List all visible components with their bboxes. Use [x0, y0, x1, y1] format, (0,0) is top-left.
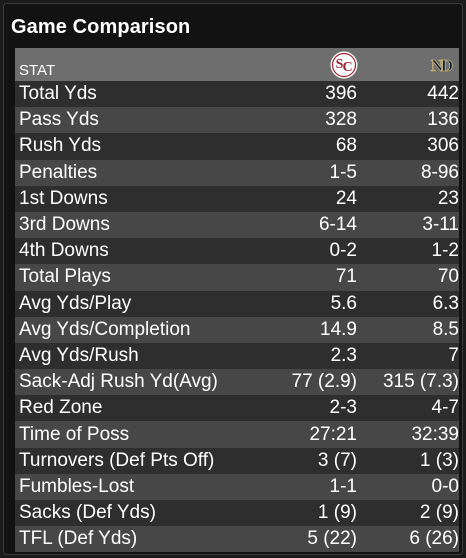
stat-label: 3rd Downs [19, 214, 110, 236]
table-row: Turnovers (Def Pts Off) 3 (7) 1 (3) [15, 447, 459, 474]
stat-label: 4th Downs [19, 240, 109, 262]
stat-label: TFL (Def Yds) [19, 528, 138, 550]
team2-value: 6.3 [432, 292, 459, 314]
team2-value: 0-0 [431, 475, 459, 497]
team1-value: 3 (7) [317, 449, 357, 471]
team2-value: 1-2 [431, 240, 459, 262]
stat-label: Penalties [19, 161, 98, 183]
comparison-table: STAT S C N D Total Yds 396 442 Pass Yds 328 1… [15, 48, 459, 553]
team1-value: 2-3 [329, 397, 357, 419]
team2-value: 306 [427, 135, 459, 157]
team2-value: 3-11 [422, 214, 459, 236]
table-row: Fumbles-Lost 1-1 0-0 [15, 473, 459, 500]
team1-value: 2.3 [330, 344, 357, 366]
team2-value: 8-96 [420, 161, 459, 183]
team2-value: 442 [427, 83, 459, 105]
stat-label: Total Plays [19, 266, 111, 288]
stat-label: Total Yds [19, 83, 97, 105]
table-row: Pass Yds 328 136 [15, 107, 459, 134]
team1-value: 1 (9) [317, 502, 357, 524]
team2-value: 2 (9) [419, 502, 459, 524]
team2-value: 1 (3) [419, 449, 459, 471]
table-row: Total Plays 71 70 [15, 264, 459, 291]
table-row: Total Yds 396 442 [15, 81, 459, 108]
team2-value: 315 (7.3) [382, 371, 459, 393]
team1-value: 328 [325, 109, 357, 131]
stat-label: Sacks (Def Yds) [19, 502, 156, 524]
table-row: 4th Downs 0-2 1-2 [15, 238, 459, 265]
team1-value: 27:21 [309, 423, 357, 445]
team1-value: 396 [325, 83, 357, 105]
team1-value: 5.6 [330, 292, 357, 314]
stat-label: Avg Yds/Play [19, 292, 132, 314]
team1-value: 6-14 [318, 214, 357, 236]
svg-text:C: C [342, 60, 352, 75]
svg-text:N: N [431, 56, 444, 75]
stat-label: Sack-Adj Rush Yd(Avg) [19, 371, 218, 393]
team1-value: 71 [335, 266, 357, 288]
team2-value: 6 (26) [409, 528, 459, 550]
notre-dame-team-logo-icon: N D [430, 56, 453, 76]
team1-value: 1-1 [329, 475, 357, 497]
table-row: Avg Yds/Completion 14.9 8.5 [15, 316, 459, 343]
team2-value: 23 [437, 187, 459, 209]
team1-value: 1-5 [329, 161, 357, 183]
svg-text:S: S [336, 57, 344, 72]
team2-value: 70 [437, 266, 459, 288]
table-row: Sack-Adj Rush Yd(Avg) 77 (2.9) 315 (7.3) [15, 369, 459, 396]
team1-value: 24 [335, 187, 357, 209]
stat-label: Rush Yds [19, 135, 102, 157]
team1-value: 0-2 [329, 240, 357, 262]
team1-value: 5 (22) [307, 528, 357, 550]
table-row: Avg Yds/Play 5.6 6.3 [15, 290, 459, 317]
table-row: Rush Yds 68 306 [15, 133, 459, 160]
panel-title: Game Comparison [11, 16, 191, 38]
table-row: Red Zone 2-3 4-7 [15, 395, 459, 422]
stat-label: Time of Poss [19, 423, 130, 445]
team2-value: 4-7 [431, 397, 459, 419]
table-row: Time of Poss 27:21 32:39 [15, 421, 459, 448]
table-row: Sacks (Def Yds) 1 (9) 2 (9) [15, 500, 459, 527]
stat-label: Red Zone [19, 397, 103, 419]
table-row: 1st Downs 24 23 [15, 185, 459, 212]
table-row: Avg Yds/Rush 2.3 7 [15, 342, 459, 370]
stat-column-header: STAT [19, 62, 56, 79]
team1-value: 77 (2.9) [291, 371, 357, 393]
game-comparison-panel: Game Comparison STAT S C N D Total Yds 39… [3, 3, 463, 555]
team2-value: 7 [448, 344, 459, 366]
svg-text:D: D [441, 56, 453, 75]
table-row: 3rd Downs 6-14 3-11 [15, 211, 459, 239]
stat-rows: Total Yds 396 442 Pass Yds 328 136 Rush Yds 68 3… [15, 81, 459, 553]
stat-label: Fumbles-Lost [19, 475, 135, 497]
stat-label: 1st Downs [19, 187, 108, 209]
usc-team-logo-icon: S C [330, 51, 358, 79]
table-row: TFL (Def Yds) 5 (22) 6 (26) [15, 526, 459, 553]
team2-value: 32:39 [411, 423, 459, 445]
stat-label: Avg Yds/Rush [19, 344, 139, 366]
stat-label: Turnovers (Def Pts Off) [19, 449, 215, 471]
team2-value: 136 [427, 109, 459, 131]
team1-value: 68 [335, 135, 357, 157]
team2-value: 8.5 [432, 318, 459, 340]
stat-label: Avg Yds/Completion [19, 318, 191, 340]
team1-value: 14.9 [320, 318, 357, 340]
table-row: Penalties 1-5 8-96 [15, 159, 459, 186]
table-header: STAT S C N D [15, 48, 459, 81]
stat-label: Pass Yds [19, 109, 99, 131]
